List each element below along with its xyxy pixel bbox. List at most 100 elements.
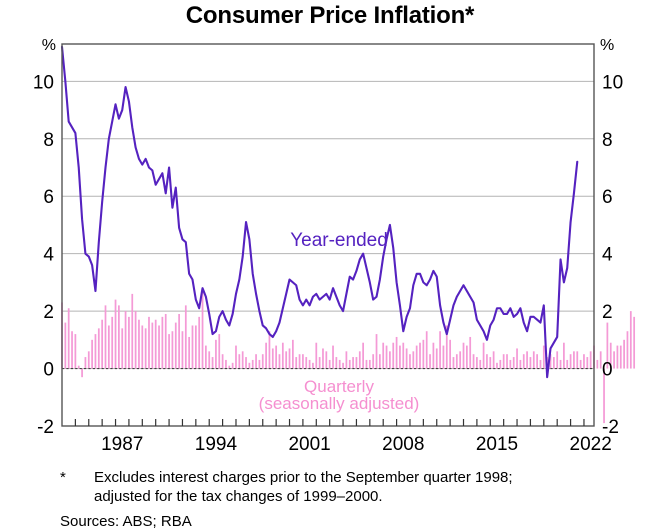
y-axis-labels-left: 10 8 6 4 2 0 -2 (33, 72, 55, 438)
quarterly-bar (97, 328, 100, 369)
quarterly-bar (412, 351, 415, 369)
quarterly-bar (542, 345, 545, 369)
quarterly-bar (502, 354, 505, 369)
quarterly-bar (305, 357, 308, 369)
quarterly-bar (335, 357, 338, 369)
quarterly-bar (378, 354, 381, 369)
quarterly-bar (368, 359, 371, 369)
quarterly-bar (161, 316, 164, 369)
quarterly-bar (228, 365, 231, 369)
quarterly-bar (439, 331, 441, 369)
quarterly-bar (265, 342, 267, 369)
quarterly-bar (261, 354, 264, 369)
quarterly-bar (198, 316, 201, 369)
quarterly-bar (476, 357, 478, 369)
quarterly-bar (201, 288, 204, 369)
quarterly-bar (606, 322, 609, 369)
footnote-marker: * (60, 469, 66, 486)
quarterly-bar (442, 345, 445, 369)
quarterly-bar (556, 351, 559, 369)
quarterly-bar (235, 345, 237, 369)
quarterly-bar (91, 339, 93, 369)
page-title: Consumer Price Inflation* (185, 2, 475, 29)
quarterly-bar (385, 345, 388, 369)
quarterly-bar (616, 345, 619, 369)
y-tick-label-left: 2 (43, 302, 54, 323)
quarterly-bar (462, 342, 465, 369)
quarterly-bar (489, 357, 492, 369)
quarterly-bar (158, 325, 160, 369)
y-tick-label-right: 10 (602, 72, 623, 93)
quarterly-bar (365, 359, 368, 369)
quarterly-bar (583, 354, 585, 369)
quarterly-bar (84, 357, 87, 369)
quarterly-bar (308, 359, 311, 369)
x-tick-label: 2001 (288, 434, 330, 455)
quarterly-bar (87, 351, 90, 369)
quarterly-bar (171, 331, 174, 369)
quarterly-bar (552, 357, 555, 369)
quarterly-bar (526, 351, 528, 369)
quarterly-bar (529, 357, 532, 369)
quarterly-bar (432, 342, 435, 369)
quarterly-bar (509, 359, 512, 369)
quarterly-bar (506, 354, 508, 369)
quarterly-bar (271, 348, 274, 369)
y-tick-label-left: 6 (43, 187, 54, 208)
quarterly-label-line2: (seasonally adjusted) (259, 394, 420, 413)
quarterly-bar (358, 351, 361, 369)
quarterly-bar (603, 368, 605, 424)
quarterly-bar (94, 334, 97, 369)
quarterly-bar (372, 354, 375, 369)
quarterly-bar (118, 305, 120, 369)
quarterly-bar (459, 351, 462, 369)
quarterly-bar (389, 351, 391, 369)
quarterly-bar (318, 357, 321, 369)
quarterly-bar (315, 342, 318, 369)
y-tick-label-right: 4 (602, 245, 613, 266)
quarterly-bar (599, 351, 602, 369)
quarterly-bar (77, 365, 80, 369)
quarterly-bar (332, 345, 334, 369)
quarterly-bar (181, 331, 184, 369)
quarterly-bar (218, 334, 221, 369)
quarterly-bar (482, 342, 485, 369)
quarterly-bar (395, 336, 398, 369)
quarterly-bar (64, 322, 67, 369)
quarterly-bar (619, 345, 622, 369)
quarterly-bar (258, 359, 261, 369)
quarterly-bar (184, 305, 187, 369)
quarterly-bar (124, 311, 127, 369)
y-tick-label-right: 0 (602, 360, 613, 381)
y-tick-label-left: 4 (43, 245, 54, 266)
footnote-line-1: Excludes interest charges prior to the S… (94, 469, 513, 486)
plot-border (61, 43, 595, 427)
quarterly-bar (499, 359, 502, 369)
quarterly-bar (188, 336, 191, 369)
quarterly-bar (114, 299, 117, 369)
y-tick-label-right: 8 (602, 130, 613, 151)
footnote-spacer (60, 487, 94, 506)
quarterly-bar (128, 316, 130, 369)
quarterly-bars-series (61, 288, 636, 424)
quarterly-bar (328, 359, 331, 369)
quarterly-bar (241, 351, 244, 369)
quarterly-bar (298, 354, 301, 369)
quarterly-bar (255, 354, 257, 369)
quarterly-bar (596, 359, 599, 369)
quarterly-bar (281, 342, 284, 369)
quarterly-bar (579, 359, 582, 369)
quarterly-bar (275, 345, 278, 369)
quarterly-bar (452, 357, 455, 369)
quarterly-bar (445, 325, 448, 369)
quarterly-bar (382, 342, 385, 369)
quarterly-bar (71, 331, 73, 369)
footnote-line-2: adjusted for the tax changes of 1999–200… (94, 488, 383, 505)
quarterly-bar (559, 359, 562, 369)
quarterly-bar (164, 313, 167, 369)
quarterly-bar (101, 319, 104, 369)
x-axis-labels: 1987 1994 2001 2008 2015 2022 (101, 434, 612, 455)
quarterly-bar (215, 339, 217, 369)
quarterly-bar (111, 316, 114, 369)
quarterly-bar (251, 359, 254, 369)
